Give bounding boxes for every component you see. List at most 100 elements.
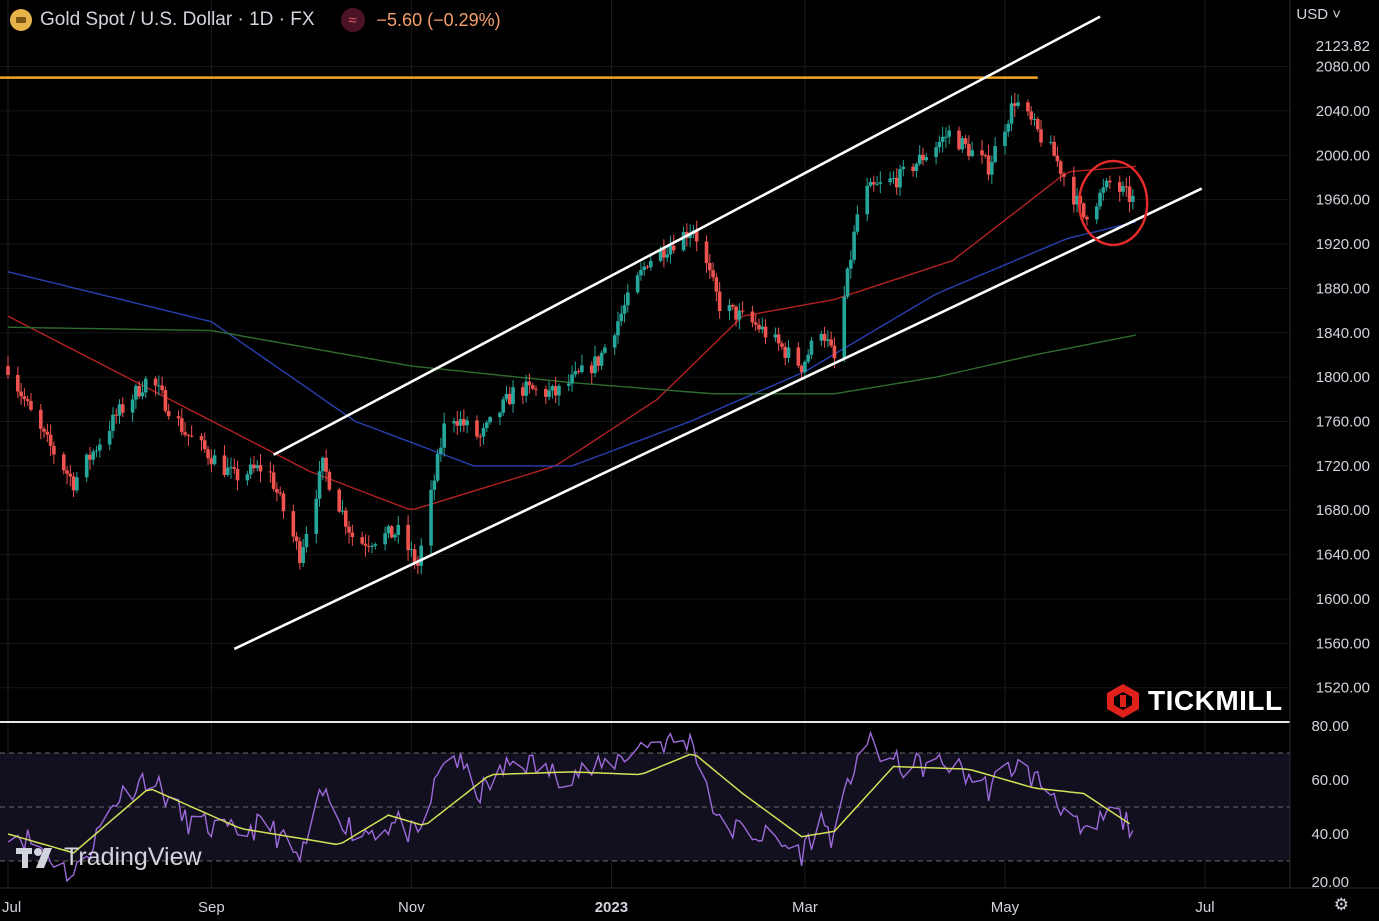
candle-body [671, 245, 676, 251]
settings-icon[interactable]: ⚙ [1333, 895, 1349, 914]
candle-body [45, 431, 50, 435]
candle-body [917, 154, 922, 164]
price-tick-label: 1720.00 [1316, 458, 1370, 475]
candle-body [639, 269, 643, 276]
symbol-title[interactable]: Gold Spot / U.S. Dollar · 1D · FX [40, 9, 315, 30]
candle-body [94, 450, 99, 452]
candle-body [22, 396, 27, 400]
candle-body [291, 511, 296, 537]
currency-label: USD [1296, 6, 1329, 23]
candle-body [1124, 186, 1129, 188]
tickmill-brand: TICKMILL [1106, 683, 1283, 719]
candle-body [120, 404, 125, 413]
candle-body [1012, 103, 1017, 106]
candle-body [235, 468, 240, 481]
time-tick-label: Nov [398, 899, 425, 916]
candle-body [970, 150, 974, 157]
candle-body [573, 371, 578, 375]
candle-body [71, 476, 76, 491]
candle-body [504, 393, 509, 400]
candle-body [822, 333, 827, 341]
candle-body [645, 266, 650, 268]
candle-body [117, 404, 122, 416]
candle-body [107, 430, 112, 445]
candle-body [199, 436, 204, 441]
candle-body [65, 470, 69, 474]
candle-body [157, 385, 161, 387]
candle-body [635, 275, 640, 293]
candle-body [1094, 206, 1099, 220]
candle-body [963, 138, 968, 145]
chevron-down-icon: ˅ [1332, 6, 1341, 23]
candle-body [19, 391, 23, 397]
candle-body [501, 399, 505, 413]
candle-body [98, 444, 102, 451]
price-tick-label: 2080.00 [1316, 59, 1370, 76]
candle-body [829, 339, 833, 346]
candle-body [688, 234, 692, 238]
candle-body [852, 231, 856, 260]
channel-lower-line [233, 187, 1203, 651]
rsi-tick-label: 80.00 [1311, 718, 1349, 735]
candle-body [268, 471, 273, 473]
price-tick-label: 1560.00 [1316, 635, 1370, 652]
candle-body [901, 166, 906, 170]
candle-body [412, 549, 417, 563]
candle-body [373, 544, 378, 546]
candle-body [986, 155, 991, 175]
candle-body [1117, 182, 1122, 192]
tradingview-logo-icon [16, 847, 52, 868]
price-tick-label: 1680.00 [1316, 502, 1370, 519]
candle-body [1032, 118, 1037, 120]
currency-selector[interactable]: USD ˅ [1296, 6, 1341, 23]
candle-body [176, 416, 181, 419]
candle-body [42, 428, 46, 432]
candle-body [763, 326, 768, 338]
candle-body [593, 356, 597, 374]
candle-body [832, 345, 837, 359]
candle-body [550, 386, 555, 391]
candle-body [29, 401, 33, 410]
candle-body [740, 310, 745, 312]
candle-body [1006, 123, 1011, 132]
candle-body [38, 409, 43, 429]
candle-body [983, 155, 988, 157]
candle-body [386, 526, 391, 534]
price-tick-label: 1840.00 [1316, 325, 1370, 342]
price-tick-label: 1640.00 [1316, 547, 1370, 564]
candle-body [134, 385, 138, 400]
candle-body [180, 418, 184, 433]
candle-body [868, 181, 873, 186]
candle-body [485, 422, 489, 428]
candle-body [91, 451, 96, 460]
price-tick-label: 1760.00 [1316, 414, 1370, 431]
candle-body [898, 169, 902, 188]
candle-body [957, 130, 961, 150]
candle-body [465, 420, 469, 426]
candle-body [462, 419, 466, 426]
time-tick-label: Jul [1195, 899, 1214, 916]
candle-body [658, 248, 663, 261]
oscillator-icon[interactable]: ≈ [340, 8, 365, 32]
candle-body [760, 326, 765, 330]
highlight-circle [1077, 159, 1149, 247]
candle-body [1085, 216, 1089, 220]
candle-body [186, 434, 191, 436]
candle-body [990, 162, 994, 175]
candle-body [1058, 161, 1063, 174]
price-axis: 2123.82 2080.00 2040.00 2000.00 1960.00 1920.… [1289, 0, 1370, 891]
candle-body [475, 420, 479, 437]
candle-body [432, 480, 437, 490]
candle-body [694, 230, 699, 242]
candle-body [750, 311, 755, 323]
price-tick-label: 1520.00 [1316, 680, 1370, 697]
candle-body [252, 464, 256, 469]
candle-body [222, 455, 227, 476]
candle-body [809, 340, 814, 355]
candle-body [967, 144, 971, 157]
candle-body [84, 454, 89, 478]
candle-body [1055, 155, 1060, 162]
candle-body [891, 177, 896, 179]
candle-body [337, 489, 342, 512]
